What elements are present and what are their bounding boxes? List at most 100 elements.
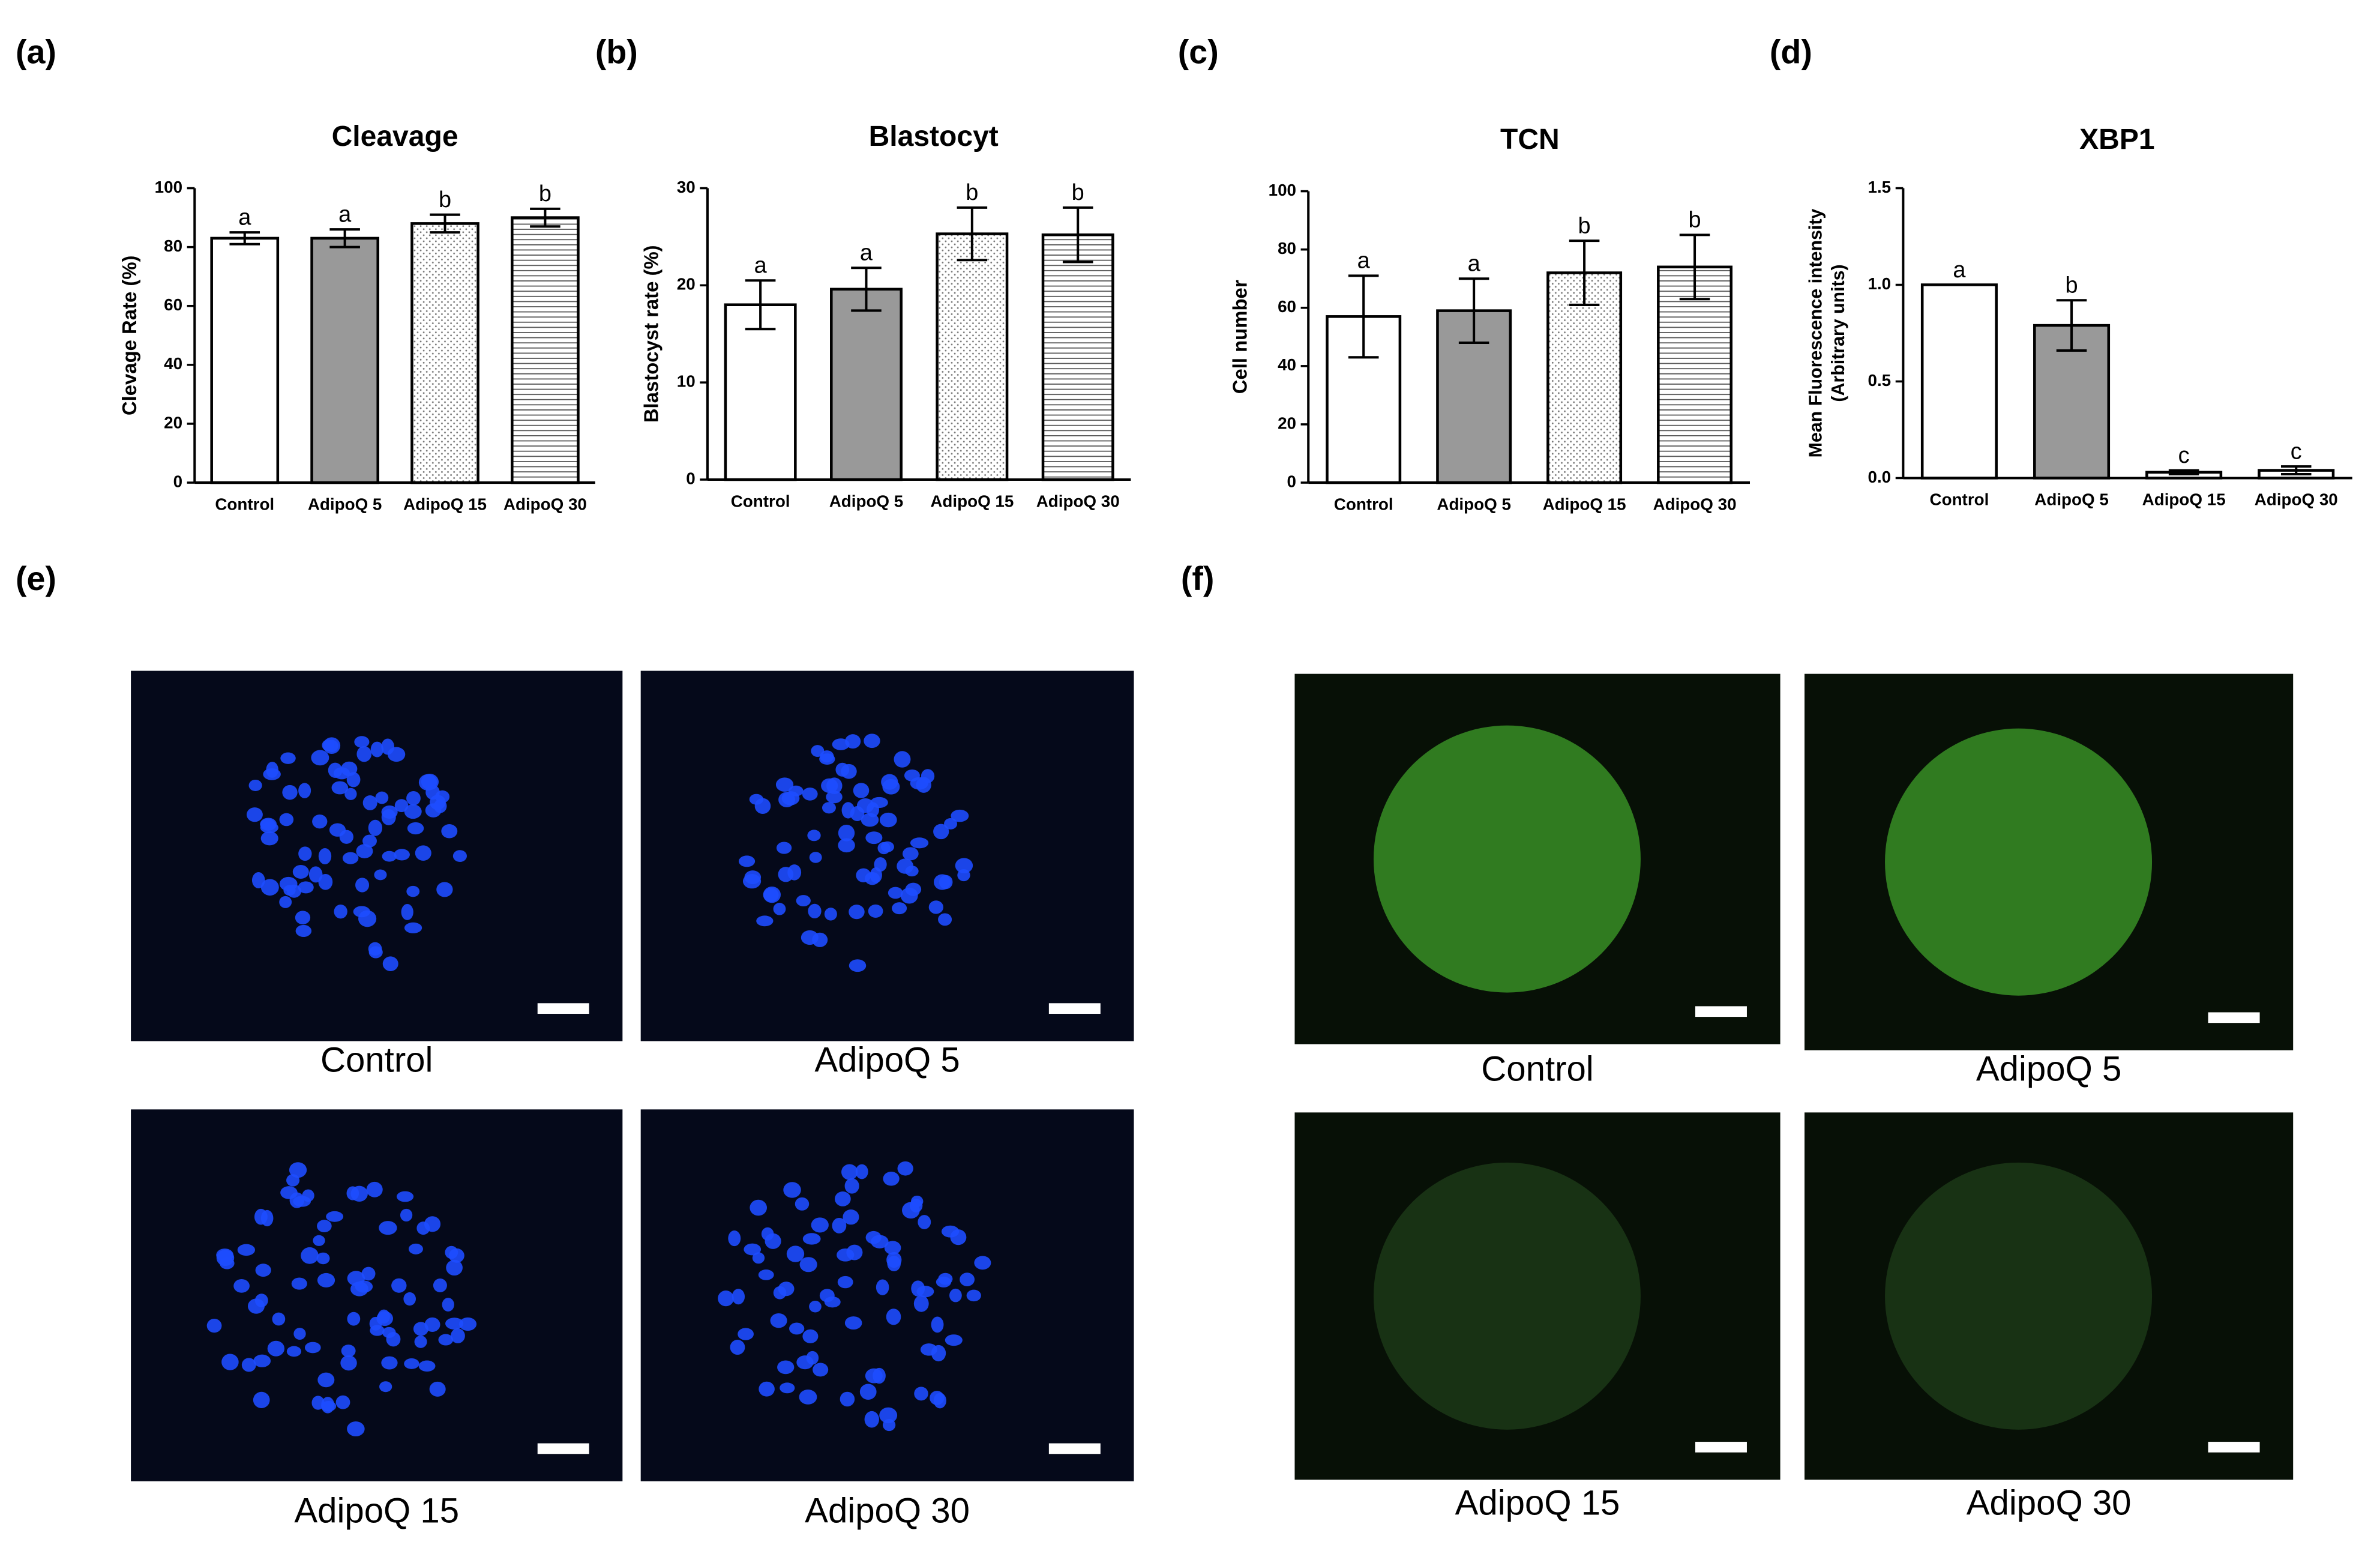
nucleus <box>808 903 822 918</box>
nucleus <box>448 1248 464 1263</box>
y-tick-label: 0 <box>173 472 182 490</box>
nucleus <box>293 1328 306 1340</box>
nucleus <box>883 1171 900 1186</box>
nucleus <box>450 1328 465 1343</box>
nucleus <box>933 1393 946 1409</box>
x-tick-label: AdipoQ 30 <box>1036 492 1120 510</box>
significance-letter: c <box>2178 443 2190 468</box>
nucleus <box>759 1381 775 1397</box>
x-tick-label: AdipoQ 15 <box>403 495 487 513</box>
nucleus <box>366 1181 383 1197</box>
nucleus <box>802 1329 819 1343</box>
error-bar <box>1348 274 1379 359</box>
y-tick-label: 0.0 <box>1868 468 1892 486</box>
nucleus <box>811 1217 829 1233</box>
nucleus <box>438 1334 454 1346</box>
nucleus <box>317 1272 335 1288</box>
nucleus <box>884 1241 901 1255</box>
nucleus <box>845 734 861 749</box>
error-bar <box>229 231 260 245</box>
image-caption: Control <box>320 1040 433 1079</box>
nucleus <box>408 1243 423 1254</box>
y-tick-label: 1.5 <box>1868 178 1892 196</box>
nucleus <box>341 1345 356 1358</box>
nucleus <box>280 752 296 764</box>
scale-bar <box>2208 1012 2260 1023</box>
nucleus <box>718 1291 734 1307</box>
nucleus <box>254 1294 268 1307</box>
nucleus <box>404 1358 419 1369</box>
y-tick-label: 100 <box>155 178 182 196</box>
error-bar <box>1569 239 1600 306</box>
nucleus <box>260 1209 274 1227</box>
nucleus <box>844 1178 859 1194</box>
chart-title: XBP1 <box>2079 124 2154 155</box>
nucleus <box>413 1322 428 1336</box>
nucleus <box>809 1300 822 1313</box>
nucleus <box>441 824 458 839</box>
nucleus <box>368 942 382 956</box>
significance-letter: b <box>539 181 551 206</box>
y-axis-label: (Arbitrary units) <box>1829 264 1848 402</box>
nucleus <box>416 1221 430 1235</box>
nucleus <box>346 772 361 788</box>
nucleus <box>902 847 919 861</box>
x-tick-label: AdipoQ 30 <box>503 495 587 513</box>
significance-letter: a <box>238 205 251 230</box>
nucleus <box>928 900 944 914</box>
nucleus <box>840 1391 855 1407</box>
significance-letter: a <box>1357 248 1371 274</box>
nucleus <box>844 1316 862 1330</box>
nucleus <box>335 1395 350 1409</box>
error-bar <box>1679 233 1710 301</box>
nucleus <box>799 1390 817 1405</box>
nucleus <box>807 830 821 842</box>
y-tick-label: 20 <box>1278 414 1296 432</box>
x-tick-label: Control <box>731 492 790 510</box>
nucleus <box>382 1327 396 1339</box>
y-tick-label: 100 <box>1269 181 1296 199</box>
error-bar <box>1062 206 1093 264</box>
nucleus <box>905 866 919 877</box>
nucleus <box>849 905 865 920</box>
nucleus <box>780 1382 795 1394</box>
error-bar <box>957 206 988 262</box>
nucleus <box>312 814 328 829</box>
nucleus <box>738 1328 754 1340</box>
nucleus <box>429 1381 446 1397</box>
nucleus <box>838 838 855 853</box>
nucleus <box>778 1281 795 1297</box>
nucleus <box>934 874 951 890</box>
nucleus <box>347 1421 365 1437</box>
panel-label: (c) <box>1178 34 1219 71</box>
nucleus <box>342 852 359 864</box>
nucleus <box>206 1319 222 1333</box>
image-caption: AdipoQ 15 <box>294 1491 459 1530</box>
nucleus <box>832 1217 847 1233</box>
nucleus <box>452 850 467 863</box>
nucleus <box>918 1215 931 1229</box>
nucleus <box>321 1397 335 1414</box>
nucleus <box>298 783 311 798</box>
y-tick-label: 0 <box>1287 472 1296 490</box>
nucleus <box>415 845 431 861</box>
nucleus <box>445 1318 464 1330</box>
scale-bar <box>1695 1442 1747 1453</box>
nucleus <box>879 812 897 828</box>
nucleus <box>355 878 370 893</box>
y-tick-label: 60 <box>1278 297 1296 316</box>
nucleus <box>282 785 298 800</box>
error-bar <box>329 228 360 248</box>
nucleus <box>255 1263 271 1277</box>
significance-letter: c <box>2291 439 2302 464</box>
nucleus <box>951 809 969 822</box>
y-tick-label: 1.0 <box>1868 274 1892 293</box>
nucleus <box>868 904 883 918</box>
nucleus <box>407 822 424 835</box>
nucleus <box>406 791 421 806</box>
nucleus <box>233 1278 250 1293</box>
y-tick-label: 60 <box>164 295 182 314</box>
nucleus <box>849 959 867 972</box>
nucleus <box>221 1354 239 1370</box>
nucleus <box>289 1162 307 1178</box>
